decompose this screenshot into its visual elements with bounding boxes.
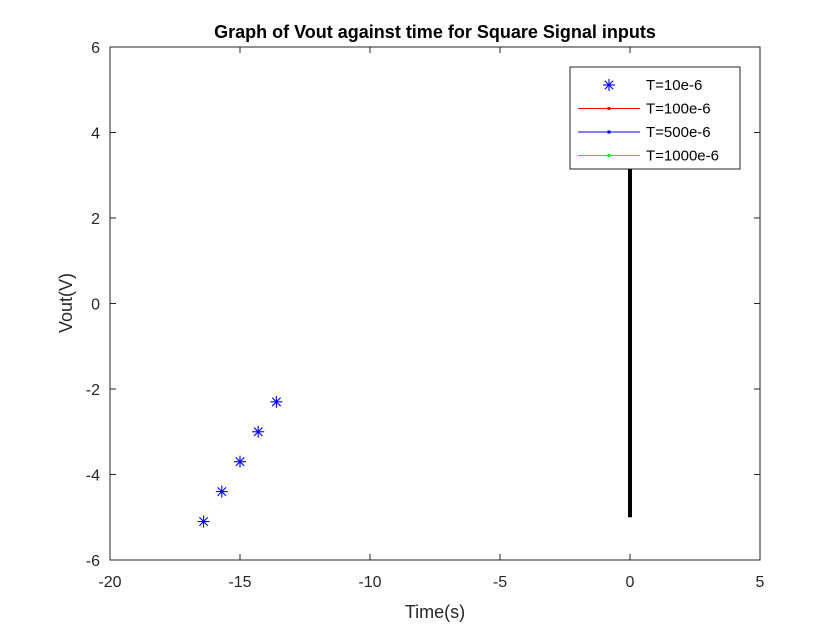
- legend-dot: [607, 107, 611, 110]
- y-tick-label: 6: [91, 40, 100, 57]
- legend: T=10e-6 T=100e-6 T=500e-6 T=1000e-6: [569, 66, 741, 170]
- x-tick-label: 5: [756, 574, 765, 591]
- x-tick-label: -15: [228, 574, 251, 591]
- y-tick-label: -6: [86, 553, 100, 570]
- x-tick-label: -5: [493, 574, 507, 591]
- y-axis: -6 -4 -2 0 2 4 6: [86, 40, 760, 570]
- legend-dot: [607, 130, 611, 134]
- chart-title: Graph of Vout against time for Square Si…: [214, 22, 656, 42]
- plot-marks: [197, 166, 632, 528]
- legend-marker: [603, 79, 615, 91]
- legend-label: T=1000e-6: [646, 148, 719, 165]
- x-axis-label: Time(s): [405, 602, 465, 622]
- y-tick-label: -4: [86, 468, 100, 485]
- legend-dot: [607, 154, 611, 157]
- legend-entry: T=10e-6: [603, 77, 702, 94]
- legend-label: T=10e-6: [646, 77, 702, 94]
- x-tick-label: 0: [626, 574, 635, 591]
- y-tick-label: 0: [91, 297, 100, 314]
- y-axis-label: Vout(V): [56, 273, 76, 333]
- legend-entry: T=500e-6: [578, 124, 711, 141]
- legend-entry: T=100e-6: [578, 101, 711, 118]
- data-point: [270, 395, 283, 408]
- y-tick-label: 4: [91, 126, 100, 143]
- legend-label: T=100e-6: [646, 101, 711, 118]
- y-tick-label: 2: [91, 211, 100, 228]
- legend-label: T=500e-6: [646, 124, 711, 141]
- x-axis: -20 -15 -10 -5 0 5: [98, 47, 765, 591]
- data-point: [215, 485, 228, 498]
- x-tick-label: -20: [98, 574, 121, 591]
- y-tick-label: -2: [86, 382, 100, 399]
- legend-entry: T=1000e-6: [578, 148, 719, 165]
- legend-box: [569, 66, 741, 170]
- data-point: [197, 515, 210, 528]
- data-point: [252, 425, 265, 438]
- data-point: [234, 455, 246, 468]
- x-tick-label: -10: [358, 574, 381, 591]
